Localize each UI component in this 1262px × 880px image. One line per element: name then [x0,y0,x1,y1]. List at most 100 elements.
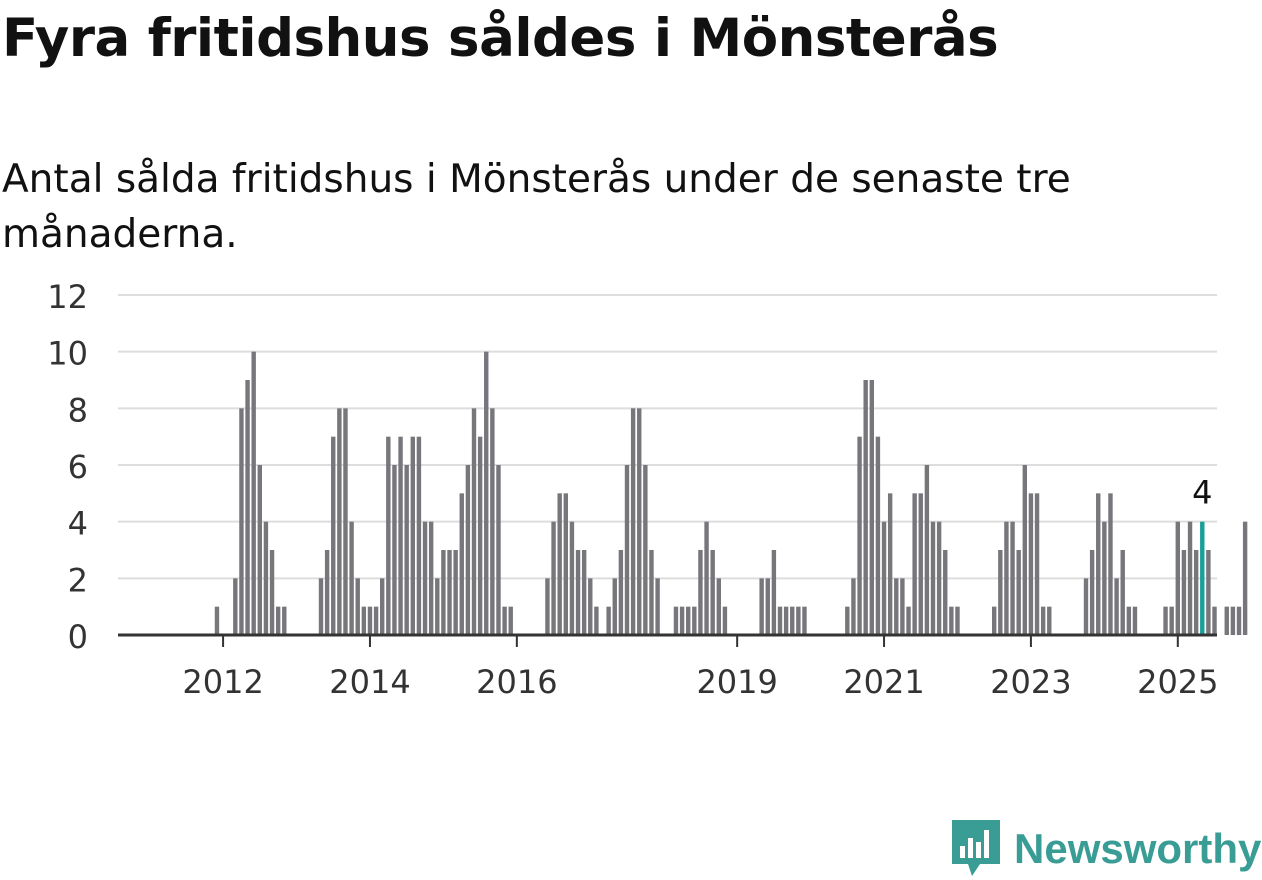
bar [569,521,575,635]
bar [275,606,281,635]
brand-name: Newsworthy [1014,825,1262,872]
bar [337,408,342,635]
bar [863,380,868,635]
bar [637,408,642,635]
bar [1010,521,1015,635]
x-tick-label: 2016 [476,663,557,701]
bar [575,550,581,635]
bar [612,578,617,635]
bar [453,550,458,635]
bar [380,578,385,635]
bar [1187,521,1193,635]
bar [1212,606,1217,635]
bar [588,578,593,635]
y-tick-label: 0 [68,618,88,656]
bar [851,578,856,635]
bar [257,465,262,635]
bar [930,521,936,635]
bar [1004,521,1009,635]
bar [343,408,348,635]
bar [477,436,483,635]
x-tick-label: 2014 [329,663,410,701]
bar [759,578,764,635]
bar [435,578,440,635]
chart-subtitle: Antal sålda fritidshus i Mönsterås under… [2,157,1071,257]
bar [618,550,624,635]
bar [881,521,887,635]
bar [490,408,495,635]
y-axis-labels: 0 2 4 6 8 10 12 [47,278,88,656]
bar [1089,550,1095,635]
bar [949,606,954,635]
bar [1242,521,1248,635]
bar [484,351,489,635]
bar [1175,521,1180,635]
bar [606,606,611,635]
bar [686,606,691,635]
bar [245,380,250,635]
bar [894,578,899,635]
bar [422,521,428,635]
bar [557,493,562,635]
bar [673,606,679,635]
y-tick-label: 12 [47,278,88,316]
bar [1028,493,1034,635]
bar [716,578,721,635]
bar [649,550,654,635]
newsworthy-logo-icon [952,820,1000,876]
x-tick-label: 2021 [843,663,924,701]
bar [1169,606,1174,635]
bar [1047,606,1052,635]
bar [428,521,434,635]
bar [955,606,960,635]
bar [1120,550,1125,635]
chart-title: Fyra fritidshus såldes i Mönsterås [2,8,999,69]
bar [392,465,397,635]
bar [545,578,550,635]
bar [496,465,501,635]
highlight-label: 4 [1192,474,1212,512]
y-tick-label: 10 [47,335,88,373]
bar [943,550,948,635]
bar [233,578,238,635]
bar [1206,550,1211,635]
bar [900,578,905,635]
x-tick-label: 2012 [182,663,263,701]
bar [331,436,336,635]
bar [459,493,464,635]
bar [924,465,930,635]
bar [563,493,568,635]
bar [887,493,893,635]
bar [465,465,471,635]
bar [1083,578,1089,635]
bar [857,436,862,635]
bar [655,578,660,635]
bar [643,465,648,635]
bar [802,606,807,635]
annotations: 4 [1192,474,1212,512]
bar [447,550,452,635]
bar [1096,493,1101,635]
bar [251,351,256,635]
bar [630,408,636,635]
bar [992,606,997,635]
bar [1163,606,1168,635]
bar [1230,606,1236,635]
bar [918,493,923,635]
bar [710,550,715,635]
bar [796,606,801,635]
y-tick-label: 6 [68,448,88,486]
bar [845,606,850,635]
x-tick-label: 2025 [1137,663,1218,701]
bar [1114,578,1119,635]
bar [269,550,275,635]
bar [624,465,630,635]
bar [581,550,587,635]
bar [1193,550,1199,635]
bar [410,436,415,635]
bar [783,606,789,635]
bar [386,436,391,635]
bar [214,606,220,635]
bar [318,578,324,635]
